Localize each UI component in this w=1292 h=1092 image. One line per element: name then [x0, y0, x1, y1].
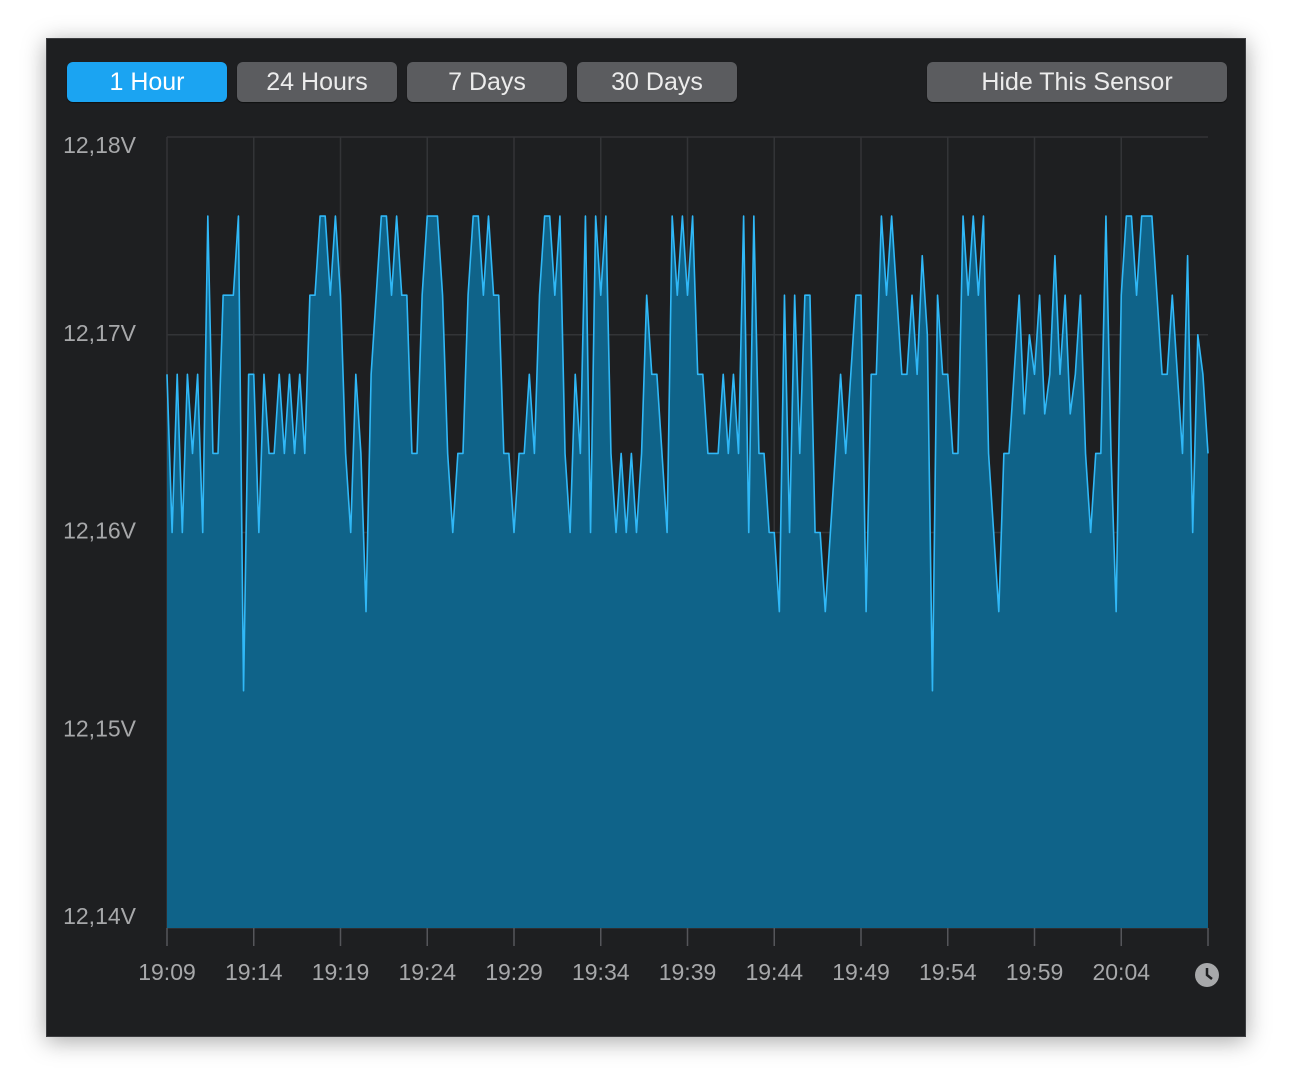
x-tick-label: 19:49	[832, 959, 890, 985]
x-tick-label: 19:44	[745, 959, 803, 985]
button[interactable]: 30 Days	[577, 62, 737, 102]
line	[166, 215, 1209, 692]
x-tick-label: 19:59	[1006, 959, 1064, 985]
button[interactable]: Hide This Sensor	[927, 62, 1227, 102]
button[interactable]: 7 Days	[407, 62, 567, 102]
button[interactable]: 24 Hours	[237, 62, 397, 102]
x-tick-label: 19:29	[485, 959, 543, 985]
x-tick-label: 20:04	[1092, 959, 1150, 985]
x-tick-label: 19:09	[138, 959, 196, 985]
window: 12,14V 12,15V 12,16V 12,17V 12,18V 19:09 19:14…	[46, 38, 1246, 1037]
x-tick-label: 19:14	[225, 959, 283, 985]
area	[167, 216, 1208, 929]
y-tick-label: 12,17V	[63, 320, 137, 346]
clock-icon	[1195, 963, 1219, 987]
x-tick-label: 19:24	[398, 959, 456, 985]
y-tick-label: 12,14V	[63, 903, 137, 929]
y-tick-label: 12,16V	[63, 518, 137, 544]
x-tick-label: 19:34	[572, 959, 630, 985]
x-tick-label: 19:39	[659, 959, 717, 985]
x-tick-label: 19:19	[312, 959, 370, 985]
button[interactable]: 1 Hour	[67, 62, 227, 102]
y-tick-label: 12,15V	[63, 715, 137, 741]
chart: 12,14V 12,15V 12,16V 12,17V 12,18V 19:09 19:14…	[63, 132, 1219, 987]
x-tick-label: 19:54	[919, 959, 977, 985]
y-tick-label: 12,18V	[63, 132, 137, 158]
